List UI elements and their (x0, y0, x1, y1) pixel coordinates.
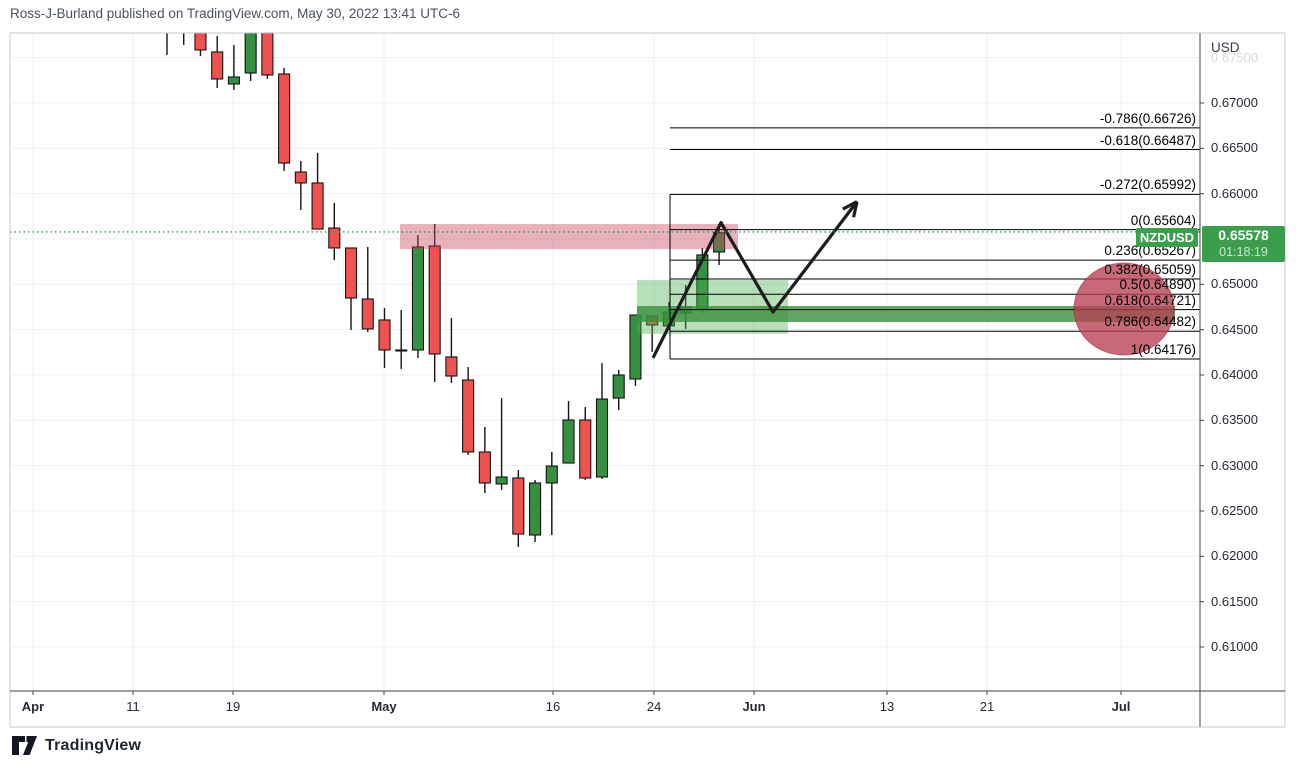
candle-May-19 (595, 398, 609, 478)
time-tick-May: May (371, 699, 397, 714)
price-tick-0.61000: 0.61000 (1211, 639, 1258, 654)
fib-label--0.272: -0.272(0.65992) (1099, 177, 1196, 193)
candle-Apr-21 (261, 32, 274, 76)
bar-countdown: 01:18:19 (1219, 245, 1268, 259)
fib-label-0: 0(0.65604) (1130, 212, 1196, 228)
candle-Apr-29 (361, 298, 374, 330)
price-badge: 0.65578 01:18:19 (1202, 226, 1285, 262)
price-tick-0.62000: 0.62000 (1211, 548, 1258, 564)
candle-May-11 (495, 476, 508, 485)
candle-May-13 (529, 482, 542, 536)
tradingview-logo-icon (12, 736, 37, 755)
projection-arrow-head (842, 200, 858, 211)
fib-label-0.618: 0.618(0.64721) (1104, 292, 1196, 308)
fib-label-1: 1(0.64176) (1130, 342, 1196, 358)
symbol-badge: NZDUSD (1136, 228, 1198, 247)
candle-May-10 (478, 451, 491, 484)
candle-May-16 (545, 465, 558, 484)
candle-Apr-26 (311, 182, 324, 230)
price-tick-0.65000: 0.65000 (1211, 276, 1258, 292)
price-tick-0.66500: 0.66500 (1211, 140, 1258, 156)
price-tick-0.66000: 0.66000 (1211, 185, 1258, 201)
candle-Apr-22 (278, 73, 291, 164)
time-tick-Apr: Apr (21, 699, 45, 714)
price-tick-faded: 0.67500 (1211, 49, 1258, 65)
candle-Apr-28 (344, 247, 358, 299)
time-tick-19: 19 (225, 699, 241, 714)
fib-label-0.786: 0.786(0.64482) (1104, 314, 1196, 330)
time-tick-Jun: Jun (742, 699, 766, 714)
candle-May-20 (612, 374, 625, 399)
candle-May-30 (713, 232, 726, 253)
time-tick-13: 13 (879, 699, 895, 714)
fib-label--0.786: -0.786(0.66726) (1099, 110, 1196, 126)
candle-May-17 (562, 419, 575, 464)
fib-label-0.382: 0.382(0.65059) (1104, 261, 1196, 277)
projection-arrow-head (852, 201, 859, 218)
time-tick-16: 16 (545, 699, 561, 714)
time-tick-Jul: Jul (1111, 699, 1131, 714)
attribution-text: Ross-J-Burland published on TradingView.… (10, 6, 460, 21)
price-tick-0.63000: 0.63000 (1211, 457, 1258, 473)
candle-May-5 (428, 245, 441, 355)
projection-arrow (651, 200, 859, 359)
candle-May-2 (378, 319, 391, 351)
price-tick-0.61500: 0.61500 (1211, 593, 1258, 609)
candle-May-23 (629, 314, 642, 380)
tradingview-logo[interactable]: TradingView (12, 736, 141, 756)
candle-Apr-27 (328, 227, 341, 249)
highlight-ellipse (1073, 262, 1175, 356)
candle-May-6 (445, 356, 458, 377)
price-tick-0.62500: 0.62500 (1211, 503, 1258, 518)
time-tick-11: 11 (126, 699, 140, 714)
candle-May-3 (395, 349, 408, 352)
price-tick-0.63500: 0.63500 (1211, 412, 1258, 428)
price-tick-0.67000: 0.67000 (1211, 95, 1258, 110)
candle-May-18 (579, 419, 592, 479)
price-tick-0.64500: 0.64500 (1211, 321, 1258, 337)
candle-Apr-25 (294, 171, 307, 184)
candle-Apr-18 (211, 51, 224, 80)
fib-label--0.618: -0.618(0.66487) (1099, 132, 1196, 148)
time-tick-24: 24 (646, 699, 662, 714)
candle-May-4 (411, 246, 425, 351)
fib-label-0.5: 0.5(0.64890) (1119, 277, 1196, 293)
candle-Apr-15 (194, 32, 207, 51)
tradingview-logo-text: TradingView (45, 737, 142, 754)
supply-zone (400, 224, 738, 250)
time-tick-21: 21 (979, 699, 995, 714)
candle-Apr-20 (244, 32, 257, 74)
price-axis-currency-label: USD (1211, 40, 1240, 55)
candle-Apr-19 (227, 76, 240, 85)
price-tick-0.64000: 0.64000 (1211, 367, 1258, 382)
candle-May-12 (512, 477, 525, 535)
candle-May-9 (462, 379, 475, 453)
last-price: 0.65578 (1218, 227, 1269, 243)
